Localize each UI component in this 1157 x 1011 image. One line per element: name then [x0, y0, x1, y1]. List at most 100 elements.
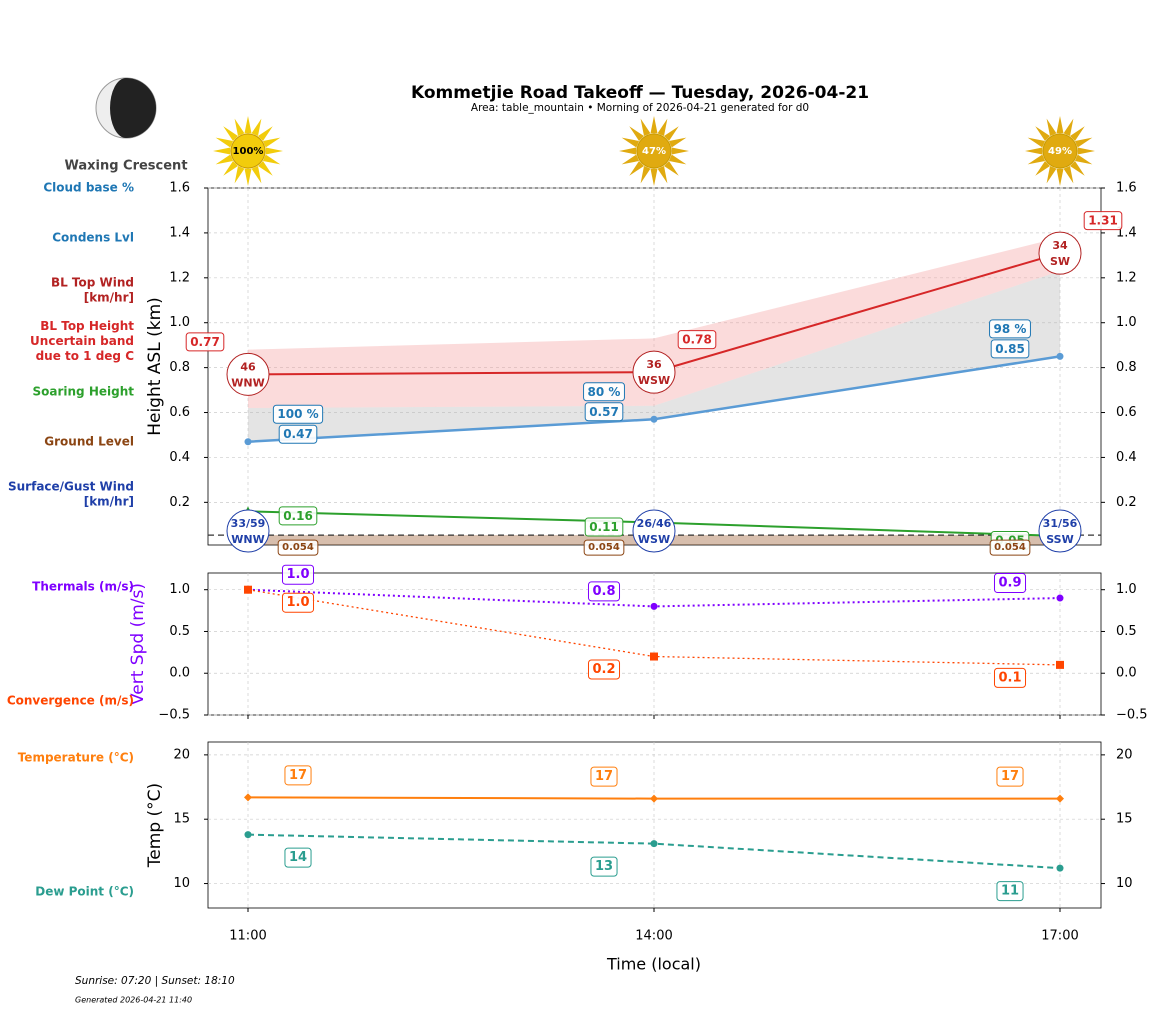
y-tick-label: 10: [173, 876, 190, 891]
y2-tick-label: 1.6: [1116, 181, 1137, 196]
sun-rays: [619, 116, 689, 186]
y-axis-label: Vert Spd (m/s): [128, 583, 148, 705]
y-tick-label: 0.5: [169, 624, 190, 639]
legend-label: Dew Point (°C): [35, 885, 134, 899]
wind-direction: WSW: [638, 533, 670, 546]
series-line: [247, 833, 1061, 870]
wind-direction: SW: [1050, 255, 1070, 268]
sun: [636, 133, 672, 169]
value-label: 0.8: [587, 581, 621, 602]
data-label: 1.31: [1088, 214, 1118, 228]
y2-tick-label: 0.2: [1116, 495, 1137, 510]
data-label: 1.0: [286, 595, 309, 610]
label-box: [677, 330, 717, 350]
wind-speed: 33/59: [231, 517, 266, 530]
wind-speed: 26/46: [637, 517, 672, 530]
data-label: 0.054: [588, 542, 620, 553]
sun-percent: 100%: [233, 146, 264, 157]
wind-speed: 46: [240, 360, 256, 373]
label-box: [185, 332, 225, 352]
data-label: 80 %: [588, 385, 621, 399]
data-label: 0.57: [589, 405, 619, 419]
marker: [1056, 864, 1064, 872]
marker: [650, 652, 658, 661]
y2-tick-label: 0.5: [1116, 624, 1137, 639]
marker: [1056, 794, 1064, 803]
data-label: 0.1: [998, 670, 1021, 685]
value-label: 17: [284, 765, 312, 786]
value-label: 0.9: [993, 573, 1027, 594]
data-label: 14: [289, 850, 307, 865]
marker: [244, 793, 252, 802]
data-label: 13: [595, 859, 613, 874]
y-axis-label: Temp (°C): [145, 783, 165, 868]
x-axis-label: Time (local): [606, 955, 701, 974]
value-label: 0.16: [278, 506, 318, 526]
sun: [230, 133, 266, 169]
y-tick-label: 0.6: [169, 405, 190, 420]
label-box: [281, 564, 315, 585]
y2-tick-label: 15: [1116, 812, 1133, 827]
marker: [1056, 352, 1064, 360]
wind-direction: SSW: [1046, 533, 1073, 546]
value-label: 0.054: [277, 539, 319, 556]
value-label: 0.78: [677, 330, 717, 350]
value-label: 0.054: [583, 539, 625, 556]
data-label: 0.2: [592, 662, 615, 677]
y2-tick-label: 0.8: [1116, 360, 1137, 375]
value-label: 1.0: [281, 564, 315, 585]
data-label: 0.8: [592, 584, 615, 599]
y2-tick-label: 10: [1116, 876, 1133, 891]
data-label: 17: [1001, 769, 1019, 784]
label-box: [590, 766, 618, 787]
label-box: [583, 382, 625, 402]
wind-speed: 34: [1052, 239, 1068, 252]
sun: [1042, 133, 1078, 169]
y-tick-label: 20: [173, 747, 190, 762]
y-tick-label: 1.6: [169, 181, 190, 196]
label-box: [996, 881, 1024, 902]
data-label: 0.054: [994, 542, 1026, 553]
label-box: [993, 667, 1027, 688]
value-label: 11: [996, 881, 1024, 902]
legend-label: Soaring Height: [33, 385, 135, 399]
wind-direction: WNW: [231, 533, 264, 546]
label-box: [278, 424, 318, 444]
y-tick-label: 15: [173, 812, 190, 827]
generated: Generated 2026-04-21 11:40: [75, 996, 192, 1005]
sun-percent: 49%: [1048, 146, 1072, 157]
moon-shadow: [110, 78, 156, 138]
marker: [650, 415, 658, 423]
data-label: 17: [595, 769, 613, 784]
y2-tick-label: 1.0: [1116, 315, 1137, 330]
data-label: 100 %: [277, 407, 318, 421]
marker: [650, 602, 658, 610]
data-label: 0.85: [995, 342, 1025, 356]
wind-circle: [632, 350, 676, 394]
x-tick-label: 14:00: [635, 929, 672, 944]
wind-circle: [1038, 509, 1082, 553]
label-box: [587, 581, 621, 602]
y2-tick-label: −0.5: [1116, 708, 1148, 723]
data-label: 1.0: [286, 567, 309, 582]
wind-direction: WSW: [638, 374, 670, 387]
label-box: [281, 592, 315, 613]
legend-label: Cloud base %: [43, 181, 134, 195]
label-box: [590, 856, 618, 877]
data-label: 0.054: [282, 542, 314, 553]
label-box: [996, 766, 1024, 787]
label-box: [989, 539, 1031, 556]
y-tick-label: −0.5: [158, 708, 190, 723]
sun-rays: [1025, 116, 1095, 186]
wind-direction: WNW: [231, 376, 264, 389]
value-label: 0.1: [993, 667, 1027, 688]
y-tick-label: 0.0: [169, 666, 190, 681]
value-label: 100 %: [272, 404, 324, 424]
y2-tick-label: 0.0: [1116, 666, 1137, 681]
label-box: [284, 765, 312, 786]
data-label: 0.47: [283, 427, 313, 441]
chart-title: Kommetjie Road Takeoff — Tuesday, 2026-0…: [411, 83, 869, 103]
value-label: 0.054: [989, 539, 1031, 556]
y2-tick-label: 0.4: [1116, 450, 1137, 465]
